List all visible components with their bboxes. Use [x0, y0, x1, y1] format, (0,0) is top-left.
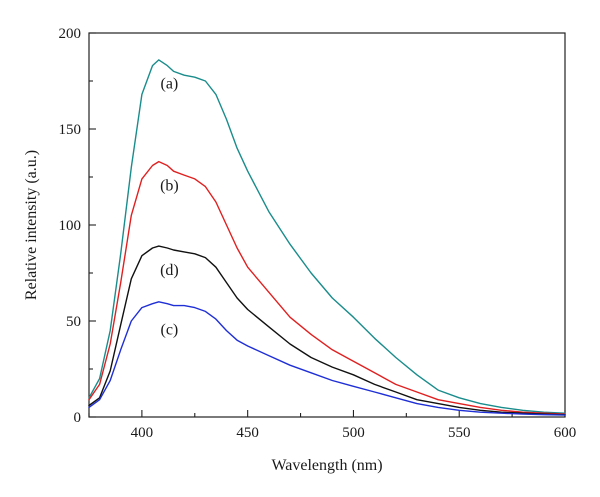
x-tick-label: 600	[554, 425, 577, 441]
series-line-a	[88, 59, 566, 414]
series-line-b	[88, 160, 566, 415]
series-lines	[88, 59, 566, 416]
axis-ticks: 400 450 500 550 600 0 50 100 150 200	[59, 26, 577, 441]
series-label-d: (d)	[160, 262, 179, 279]
y-tick-label: 150	[59, 122, 82, 138]
series-label-a: (a)	[161, 76, 179, 93]
y-tick-label: 200	[59, 26, 82, 42]
x-tick-label: 400	[131, 425, 154, 441]
series-label-b: (b)	[160, 177, 179, 194]
series-label-c: (c)	[161, 321, 179, 338]
x-tick-label: 500	[342, 425, 365, 441]
y-axis-title: Relative intensity (a.u.)	[23, 150, 40, 300]
y-tick-label: 0	[74, 410, 82, 426]
x-tick-label: 550	[448, 425, 471, 441]
x-axis-title: Wavelength (nm)	[271, 457, 382, 474]
series-line-d	[88, 245, 566, 416]
y-tick-label: 50	[66, 314, 81, 330]
series-line-c	[88, 301, 566, 416]
series-annotations: (a) (b) (d) (c)	[160, 76, 179, 339]
y-tick-label: 100	[59, 218, 82, 234]
x-tick-label: 450	[236, 425, 259, 441]
